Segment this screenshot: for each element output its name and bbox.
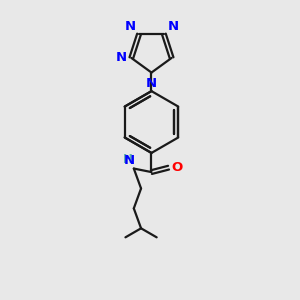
Text: O: O <box>172 160 183 174</box>
Text: N: N <box>116 51 127 64</box>
Text: N: N <box>124 20 136 33</box>
Text: N: N <box>146 77 157 90</box>
Text: N: N <box>167 20 178 33</box>
Text: H: H <box>123 153 133 166</box>
Text: N: N <box>123 154 134 167</box>
